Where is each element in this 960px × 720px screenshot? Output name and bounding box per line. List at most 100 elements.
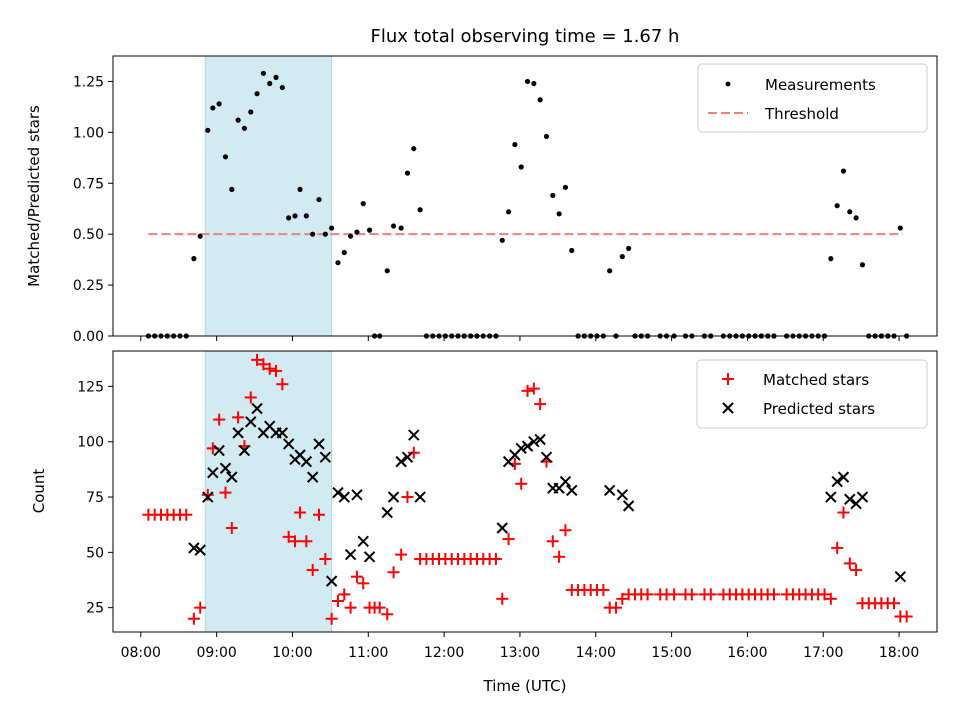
x-tick-label: 15:00 — [651, 645, 691, 661]
measurement-point — [398, 225, 404, 231]
matched-star-point — [387, 566, 400, 579]
predicted-star-point — [300, 455, 313, 468]
measurement-point — [254, 91, 260, 97]
predicted-star-point — [351, 489, 363, 501]
legend-label-matched: Matched stars — [763, 371, 869, 389]
matched-star-point — [850, 564, 863, 577]
matched-star-point — [521, 384, 534, 397]
matched-star-point — [331, 595, 344, 608]
matched-star-point — [401, 491, 414, 504]
legend-marker-predicted — [722, 402, 734, 414]
x-tick-label: 13:00 — [500, 645, 540, 661]
measurement-point — [229, 186, 235, 192]
predicted-star-point — [325, 575, 338, 587]
measurement-point — [241, 125, 248, 131]
measurement-point — [531, 80, 537, 87]
legend-label-predicted: Predicted stars — [763, 400, 875, 418]
matched-star-point — [187, 612, 200, 625]
measurement-point — [310, 231, 316, 237]
predicted-star-point — [387, 491, 400, 503]
measurement-point — [279, 84, 285, 91]
bottom-legend-box — [696, 359, 928, 429]
measurement-point — [853, 215, 859, 221]
predicted-star-point — [831, 475, 843, 488]
measurement-point — [322, 231, 328, 237]
matched-star-point — [338, 588, 351, 601]
matched-star-point — [294, 506, 307, 519]
predicted-star-point — [194, 544, 206, 556]
measurement-point — [556, 211, 562, 217]
matched-star-point — [263, 362, 276, 375]
bottom-y-tick-label: 50 — [86, 545, 104, 561]
legend-marker-matched — [722, 373, 734, 385]
measurement-point — [607, 268, 613, 274]
predicted-star-point — [232, 427, 244, 439]
matched-star-point — [300, 535, 313, 548]
predicted-star-point — [837, 471, 850, 483]
top-axes-frame — [112, 55, 938, 337]
predicted-star-point — [251, 402, 263, 415]
measurement-point — [303, 213, 309, 219]
measurement-point — [619, 253, 625, 260]
matched-star-point — [251, 353, 264, 366]
matched-star-point — [344, 601, 357, 614]
matched-star-point — [515, 477, 528, 490]
measurement-point — [859, 262, 866, 268]
matched-star-point — [282, 530, 295, 543]
matched-star-point — [685, 588, 698, 601]
x-tick-label: 16:00 — [727, 645, 767, 661]
matched-star-point — [489, 552, 502, 565]
matched-star-point — [668, 588, 681, 601]
predicted-star-point — [395, 455, 407, 468]
bottom-axes-frame — [112, 350, 938, 633]
matched-star-point — [395, 548, 408, 561]
matched-star-point — [407, 446, 420, 459]
matched-star-point — [225, 522, 238, 535]
predicted-star-point — [319, 451, 332, 463]
measurement-point — [197, 233, 203, 239]
matched-star-point — [609, 601, 622, 614]
count-points — [142, 353, 913, 625]
x-tick-label: 17:00 — [803, 645, 843, 661]
matched-star-point — [496, 592, 509, 605]
x-tick-label: 08:00 — [121, 645, 161, 661]
predicted-star-point — [207, 466, 219, 479]
top-y-axis-label: Matched/Predicted stars — [25, 105, 43, 287]
predicted-star-point — [238, 444, 251, 457]
matched-star-point — [704, 588, 717, 601]
predicted-star-point — [357, 535, 369, 547]
predicted-star-point — [616, 489, 629, 501]
matched-star-point — [837, 506, 850, 519]
matched-star-point — [502, 533, 515, 546]
predicted-star-point — [276, 427, 289, 439]
predicted-star-point — [414, 491, 426, 503]
predicted-star-point — [528, 436, 540, 448]
predicted-star-point — [515, 442, 527, 455]
matched-star-point — [350, 570, 363, 583]
measurement-point — [286, 215, 292, 221]
predicted-star-point — [496, 522, 508, 534]
measurement-point — [341, 249, 347, 256]
measurement-point — [191, 256, 197, 262]
bottom-y-tick-label: 25 — [86, 601, 104, 617]
top-shaded-interval — [204, 55, 333, 337]
measurement-point — [222, 154, 229, 160]
measurement-point — [360, 201, 366, 207]
predicted-star-point — [363, 551, 376, 563]
measurement-point — [537, 97, 543, 103]
measurement-point — [384, 268, 390, 274]
predicted-star-point — [245, 416, 257, 428]
measurement-point — [626, 245, 632, 252]
matched-star-point — [843, 557, 856, 570]
matched-star-point — [597, 583, 610, 596]
predicted-star-point — [844, 493, 856, 505]
measurement-point — [828, 256, 834, 262]
measurement-point — [316, 196, 322, 203]
bottom-y-tick-label: 100 — [77, 435, 104, 451]
predicted-star-point — [521, 440, 534, 452]
measurement-point — [847, 209, 853, 215]
measurement-point — [297, 186, 303, 192]
bottom-ticks: 08:00 09:00 10:00 11:00 12:00 13:00 14:00 15:00… — [77, 379, 919, 661]
measurement-point — [543, 133, 550, 140]
matched-star-point — [373, 601, 386, 614]
